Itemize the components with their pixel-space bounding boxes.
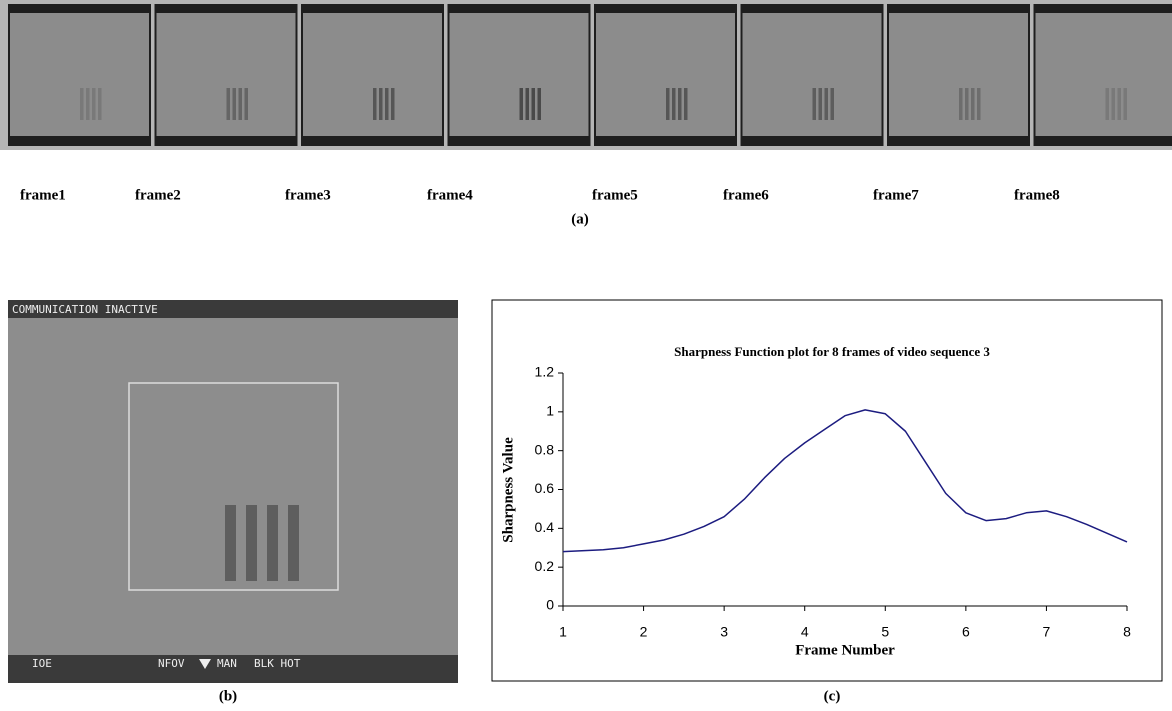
thumbnail-bar	[965, 88, 969, 120]
x-tick-label: 4	[801, 624, 809, 640]
thumbnail-bar	[238, 88, 242, 120]
x-axis-title: Frame Number	[795, 642, 895, 658]
thumbnail-bar	[531, 88, 535, 120]
y-tick-label: 0.6	[535, 480, 555, 496]
thumbnail-bar	[385, 88, 389, 120]
thumbnail-image	[742, 13, 882, 136]
thumbnail-bar	[812, 88, 816, 120]
frame-label: frame4	[427, 187, 473, 203]
x-tick-label: 8	[1123, 624, 1131, 640]
mode-text: NFOV	[158, 657, 185, 670]
frame-label: frame1	[20, 187, 66, 203]
panel-label: (a)	[571, 211, 589, 227]
thumbnail-bar	[971, 88, 975, 120]
thumbnail-bar	[525, 88, 529, 120]
y-axis-title: Sharpness Value	[500, 437, 516, 543]
frame-label: frame5	[592, 187, 638, 203]
frame-label: frame8	[1014, 187, 1060, 203]
y-tick-label: 1	[546, 403, 554, 419]
thumbnail-bar	[519, 88, 523, 120]
target-bar	[225, 505, 236, 581]
y-tick-label: 0.4	[535, 519, 555, 535]
target-bar	[267, 505, 278, 581]
y-tick-label: 0	[546, 597, 554, 613]
thumbnail-bar	[98, 88, 102, 120]
frame-label: frame3	[285, 187, 331, 203]
thumbnail-bar	[226, 88, 230, 120]
thumbnail-bar	[373, 88, 377, 120]
thumbnail-bar	[232, 88, 236, 120]
thumbnail-bar	[80, 88, 84, 120]
thumbnail-bar	[666, 88, 670, 120]
thumbnail-image	[449, 13, 589, 136]
thumbnail-image	[303, 13, 442, 136]
x-tick-label: 1	[559, 624, 567, 640]
x-tick-label: 6	[962, 624, 970, 640]
thumbnail-bar	[244, 88, 248, 120]
frame-label: frame6	[723, 187, 769, 203]
thumbnail-bar	[1105, 88, 1109, 120]
thumbnail-bar	[678, 88, 682, 120]
frame-label: frame7	[873, 187, 919, 203]
thumbnail-bar	[684, 88, 688, 120]
y-tick-label: 0.2	[535, 558, 555, 574]
thumbnail-bar	[86, 88, 90, 120]
panel-b-image: COMMUNICATION INACTIVE IOE NFOV MAN BLK …	[8, 300, 458, 683]
thumbnail-bar	[818, 88, 822, 120]
y-tick-label: 0.8	[535, 441, 555, 457]
x-tick-label: 7	[1043, 624, 1051, 640]
chart-title: Sharpness Function plot for 8 frames of …	[674, 344, 990, 359]
data-line	[562, 409, 1128, 553]
thumbnail-bar	[379, 88, 383, 120]
mode-text: MAN	[217, 657, 237, 670]
roi-box	[128, 382, 339, 591]
y-tick-label: 1.2	[535, 364, 555, 380]
thumbnails	[8, 4, 1172, 146]
thumbnail-bar	[1123, 88, 1127, 120]
status-text: COMMUNICATION INACTIVE	[12, 303, 158, 316]
mode-bar	[8, 655, 458, 683]
panel-label: (c)	[824, 688, 841, 704]
thumbnail-bar	[959, 88, 963, 120]
ir-image	[8, 300, 458, 683]
x-tick-label: 3	[720, 624, 728, 640]
panel-label: (b)	[219, 688, 237, 704]
thumbnail-bar	[1117, 88, 1121, 120]
thumbnail-image	[1035, 13, 1172, 136]
frame-label: frame2	[135, 187, 181, 203]
thumbnail-bar	[92, 88, 96, 120]
chart-frame	[491, 299, 1163, 682]
thumbnail-image	[596, 13, 735, 136]
thumbnail-bar	[1111, 88, 1115, 120]
thumbnail-image	[889, 13, 1028, 136]
x-tick-label: 5	[881, 624, 889, 640]
thumbnail-bar	[391, 88, 395, 120]
thumbnail-bar	[824, 88, 828, 120]
thumbnail-image	[10, 13, 149, 136]
status-bar	[8, 300, 458, 318]
target-bar	[288, 505, 299, 581]
mode-text: BLK HOT	[254, 657, 301, 670]
thumbnail-bar	[830, 88, 834, 120]
thumbnail-bar	[977, 88, 981, 120]
mode-text: IOE	[32, 657, 52, 670]
x-tick-label: 2	[640, 624, 648, 640]
target-bar	[246, 505, 257, 581]
thumbnail-image	[156, 13, 296, 136]
arrow-icon	[199, 659, 211, 669]
thumbnail-bar	[537, 88, 541, 120]
thumbnail-bar	[672, 88, 676, 120]
